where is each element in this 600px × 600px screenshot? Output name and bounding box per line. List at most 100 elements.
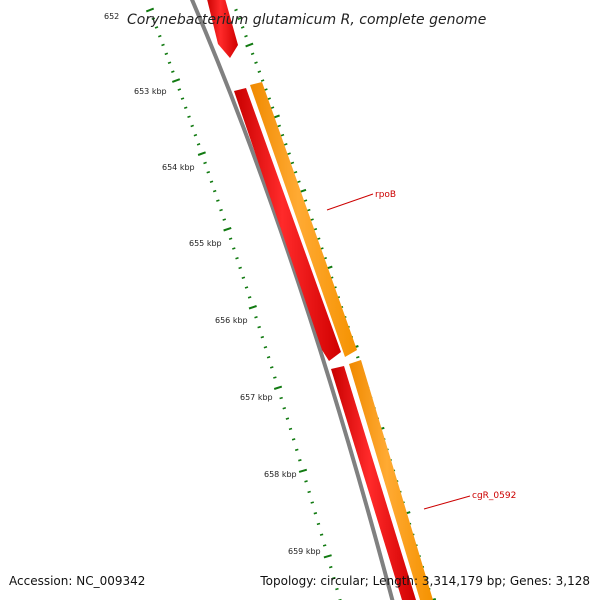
outer-ruler-minor-tick [260,79,265,82]
ruler-minor-tick [298,459,302,462]
ruler-minor-tick [154,26,159,29]
outer-ruler-minor-tick [297,180,301,183]
ruler-minor-tick [307,490,311,494]
ruler-minor-tick [288,427,293,431]
ruler-major-tick [223,226,232,232]
ruler-minor-tick [238,266,242,270]
ruler-minor-tick [158,34,162,38]
outer-ruler-minor-tick [356,356,360,359]
outer-ruler-minor-tick [277,124,281,128]
outer-ruler-major-tick [245,42,254,48]
ruler-minor-tick [180,97,185,100]
ruler-minor-tick [304,480,308,483]
tick-label-652: 652 [104,12,119,21]
ruler-minor-tick [196,143,201,146]
ruler-minor-tick [232,247,236,250]
ruler-minor-tick [263,345,268,349]
outer-ruler-minor-tick [237,17,242,21]
ruler-minor-tick [273,376,277,379]
genome-backbone [189,0,395,600]
cds-reverse-rpoB [234,88,341,361]
outer-ruler-minor-tick [313,227,318,231]
outer-ruler-minor-tick [257,70,262,73]
cgR_0592-leader-line [423,495,471,510]
ruler-minor-tick [216,199,220,202]
tick-label-655: 655 kbp [189,239,222,248]
ruler-minor-tick [206,171,211,174]
outer-ruler-minor-tick [250,52,255,56]
ruler-major-tick [248,305,257,310]
outer-ruler-major-tick [428,597,437,600]
ruler-minor-tick [190,124,194,128]
ruler-minor-tick [171,70,175,73]
ruler-minor-tick [209,180,214,183]
ruler-minor-tick [164,52,169,56]
ruler-minor-tick [282,407,287,410]
outer-ruler-minor-tick [303,199,308,202]
tick-label-656: 656 kbp [215,316,248,325]
tick-label-654: 654 kbp [162,163,195,172]
ruler-minor-tick [228,237,233,241]
ruler-major-tick [145,7,155,13]
ruler-minor-tick [269,366,274,369]
tick-label-653: 653 kbp [134,87,167,96]
ruler-minor-tick [161,43,165,47]
ruler-minor-tick [151,17,156,20]
ruler-minor-tick [291,438,296,441]
ruler-minor-tick [316,522,321,526]
ruler-minor-tick [241,276,246,279]
gene-label-cgR_0592: cgR_0592 [472,491,516,501]
ruler-minor-tick [328,565,333,569]
ruler-major-tick [273,385,283,390]
outer-ruler-minor-tick [293,171,298,174]
outer-ruler-minor-tick [270,106,275,109]
ruler-minor-tick [167,61,172,64]
accession-label: Accession: NC_009342 [9,574,146,588]
outer-ruler-minor-tick [264,88,268,91]
ruler-minor-tick [212,189,217,193]
outer-ruler-minor-tick [267,97,271,100]
ruler-major-tick [197,151,206,156]
gene-label-rpoB: rpoB [375,190,396,200]
ruler-minor-tick [222,218,227,221]
outer-ruler-minor-tick [310,218,314,221]
ruler-major-tick [171,78,181,83]
ruler-minor-tick [183,106,188,109]
outer-ruler-minor-tick [307,208,311,212]
ruler-minor-tick [187,115,191,119]
cds-reverse-cgR_0592 [331,366,416,600]
ruler-minor-tick [247,296,252,299]
map-title: Corynebacterium glutamicum R, complete g… [127,12,486,28]
ruler-minor-tick [332,576,336,580]
outer-ruler-minor-tick [280,133,285,137]
cds-forward-rpoB [250,82,357,357]
tick-label-657: 657 kbp [240,393,273,402]
ruler-minor-tick [260,335,265,339]
ruler-minor-tick [244,286,249,289]
outer-ruler-minor-tick [254,61,258,65]
ruler-minor-tick [254,315,258,319]
cds-reverse-upper [207,0,238,58]
ruler-major-tick [298,468,308,473]
ruler-minor-tick [294,448,299,452]
tick-label-658: 658 kbp [264,470,297,479]
ruler-minor-tick [177,88,182,91]
outer-ruler-minor-tick [244,34,248,38]
ruler-minor-tick [219,208,223,212]
ruler-minor-tick [335,587,339,591]
ruler-minor-tick [285,417,290,420]
outer-ruler-minor-tick [287,152,291,155]
ruler-minor-tick [322,544,327,547]
ruler-minor-tick [310,501,315,504]
ruler-minor-tick [203,161,207,165]
ruler-minor-tick [235,256,239,260]
outer-ruler-minor-tick [234,8,238,12]
rpoB-leader-line [326,193,374,211]
outer-ruler-minor-tick [290,161,295,165]
ruler-minor-tick [257,325,261,329]
ruler-major-tick [323,554,332,559]
genome-summary-label: Topology: circular; Length: 3,314,179 bp… [260,574,590,588]
ruler-minor-tick [193,133,198,137]
ruler-minor-tick [319,533,324,536]
